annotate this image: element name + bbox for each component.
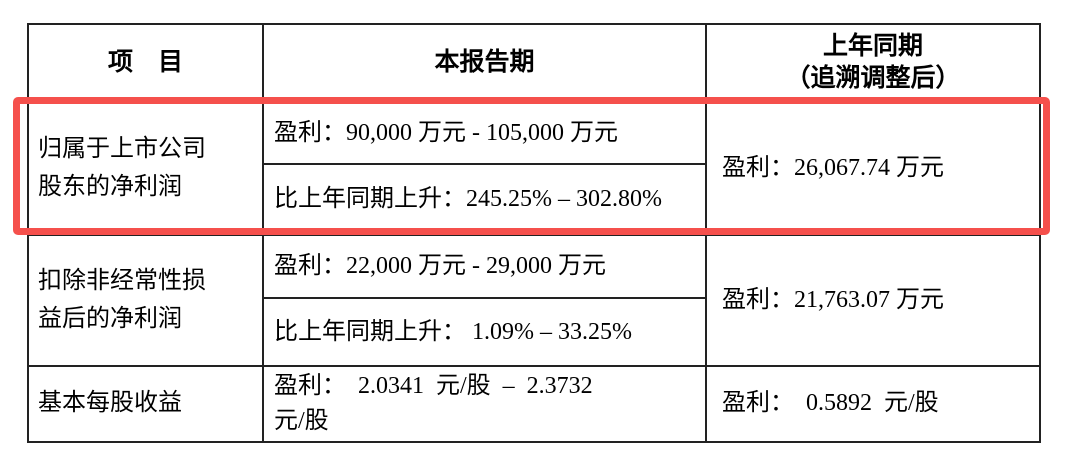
deducted-profit-current-profit: 盈利：22,000 万元 - 29,000 万元 — [262, 234, 707, 299]
eps-item-label: 基本每股收益 — [27, 365, 264, 443]
header-current-period: 本报告期 — [262, 23, 707, 103]
table-header-row: 项 目 本报告期 上年同期 （追溯调整后） — [27, 23, 1041, 103]
eps-current-value: 盈利： 2.0341 元/股 – 2.3732 元/股 — [262, 365, 707, 443]
net-profit-prior-value: 盈利：26,067.74 万元 — [705, 101, 1041, 236]
table-row-eps: 基本每股收益 盈利： 2.0341 元/股 – 2.3732 元/股 盈利： 0… — [27, 365, 1041, 443]
deducted-profit-prior-value: 盈利：21,763.07 万元 — [705, 234, 1041, 367]
table-row-net-profit-part2: 比上年同期上升：245.25% – 302.80% — [28, 163, 1040, 236]
eps-prior-value: 盈利： 0.5892 元/股 — [705, 365, 1041, 443]
table-row-deducted-profit-part1: 扣除非经常性损 益后的净利润 盈利：22,000 万元 - 29,000 万元 … — [27, 234, 1041, 367]
performance-forecast-table: 项 目 本报告期 上年同期 （追溯调整后） 归属于上市公司 股东的净利润 盈利：… — [27, 23, 1041, 443]
header-item: 项 目 — [27, 23, 264, 103]
table-row-net-profit-part1: 归属于上市公司 股东的净利润 盈利：90,000 万元 - 105,000 万元… — [27, 101, 1041, 236]
deducted-profit-current-change: 比上年同期上升： 1.09% – 33.25% — [262, 297, 707, 367]
header-prior-period: 上年同期 （追溯调整后） — [705, 23, 1041, 103]
deducted-profit-item-label: 扣除非经常性损 益后的净利润 — [27, 234, 264, 367]
net-profit-current-profit: 盈利：90,000 万元 - 105,000 万元 — [262, 101, 707, 165]
table-row-deducted-profit-part2: 比上年同期上升： 1.09% – 33.25% — [28, 297, 1040, 367]
net-profit-item-label: 归属于上市公司 股东的净利润 — [27, 101, 264, 236]
net-profit-current-change: 比上年同期上升：245.25% – 302.80% — [262, 163, 707, 236]
